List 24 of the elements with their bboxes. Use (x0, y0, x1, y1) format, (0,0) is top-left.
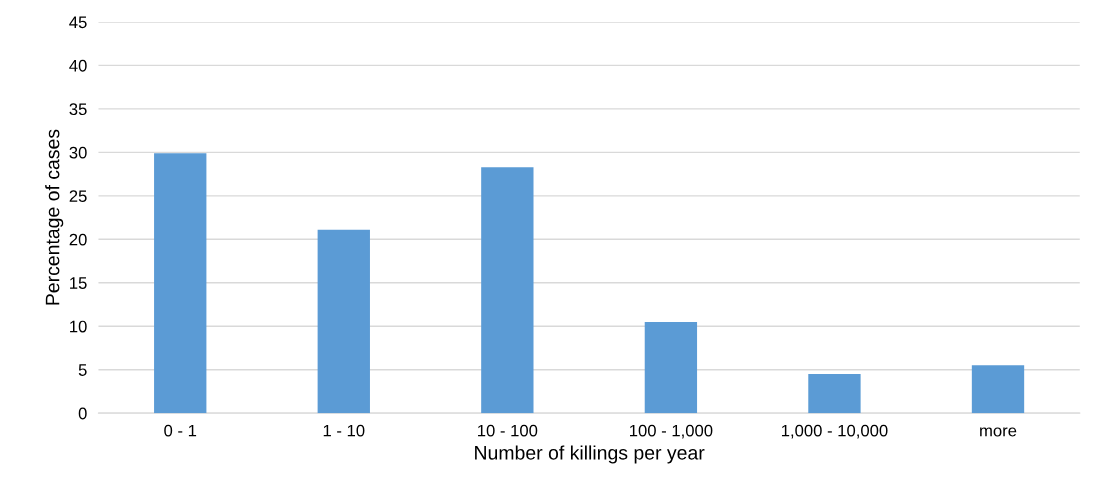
y-tick-label: 0 (78, 407, 87, 420)
x-tick-label: 0 - 1 (164, 424, 197, 437)
bar (808, 374, 861, 414)
bar (154, 153, 207, 414)
y-tick-label: 10 (70, 320, 87, 333)
bar (644, 321, 698, 414)
y-tick-label: 20 (69, 233, 87, 246)
x-tick-label: 1 - 10 (323, 424, 365, 437)
y-tick-label: 40 (69, 59, 87, 72)
y-tick-label: 15 (70, 277, 87, 289)
x-tick-label: 100 - 1,000 (630, 424, 713, 439)
y-tick-label: 45 (69, 16, 87, 29)
x-tick-label: 10 - 100 (478, 424, 538, 437)
y-tick-label: 25 (69, 190, 87, 203)
y-tick-label: 30 (69, 146, 87, 159)
bar (317, 229, 370, 414)
x-tick-label: 1,000 - 10,000 (781, 424, 888, 439)
bar (971, 365, 1025, 414)
y-tick-label: 5 (78, 364, 87, 376)
y-axis-title: Percentage of cases (45, 129, 64, 305)
x-tick-label: more (980, 427, 1017, 437)
x-axis-title: Number of killings per year (475, 445, 705, 464)
y-tick-label: 35 (69, 103, 87, 116)
bar (481, 167, 534, 414)
